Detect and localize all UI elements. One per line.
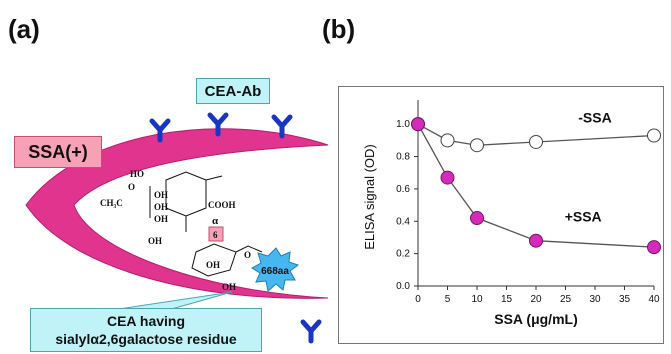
antibody-y-inverted-icon bbox=[300, 319, 322, 344]
y-tick-label: 0.6 bbox=[396, 184, 410, 195]
aa-label: 668aa bbox=[261, 266, 289, 277]
chem-oh3: OH bbox=[154, 214, 168, 224]
plus-ssa-point bbox=[440, 170, 455, 185]
series-label-plus-ssa: +SSA bbox=[565, 208, 602, 224]
cea-callout-box: CEA having sialylα2,6galactose residue bbox=[30, 308, 262, 352]
chem-ho: HO bbox=[130, 169, 144, 179]
panel-label-a: (a) bbox=[8, 14, 40, 44]
linkage-6-box bbox=[208, 226, 224, 242]
panel-label-b: (b) bbox=[322, 14, 356, 44]
alpha-label: α bbox=[212, 215, 219, 227]
chem-o-ring: O bbox=[244, 250, 251, 260]
x-tick-label: 15 bbox=[501, 294, 513, 305]
galactose-structure bbox=[191, 243, 263, 277]
chem-oh2: OH bbox=[154, 202, 168, 212]
elisa-chart: 0.0 0.2 0.4 0.6 0.8 1.0 0 5 10 15 20 25 30 35 40 SSA (μ… bbox=[362, 100, 661, 327]
y-axis-label: ELISA signal (OD) bbox=[362, 144, 377, 250]
x-axis-label: SSA (μg/mL) bbox=[494, 311, 578, 327]
x-tick-label: 10 bbox=[471, 294, 483, 305]
antibody-y-icon bbox=[207, 112, 229, 137]
x-tick-label: 0 bbox=[415, 294, 421, 305]
minus-ssa-point bbox=[529, 134, 543, 149]
linkage-6-label: 6 bbox=[213, 230, 218, 240]
x-tick-label: 20 bbox=[530, 294, 542, 305]
chart-frame bbox=[338, 86, 664, 344]
minus-ssa-point bbox=[470, 138, 484, 153]
y-tick-label: 0.0 bbox=[396, 281, 410, 292]
y-tick-label: 0.8 bbox=[396, 152, 410, 163]
diagram-panel: HO O CH₃C OH OH OH COOH OH 6 α OH OH O 6… bbox=[25, 112, 329, 344]
ssa-plus-label-box: SSA(+) bbox=[14, 136, 102, 168]
chem-oh1: OH bbox=[154, 190, 168, 200]
y-tick-label: 1.0 bbox=[396, 119, 410, 130]
x-tick-label: 5 bbox=[445, 294, 451, 305]
chem-oh-bot1: OH bbox=[206, 260, 220, 270]
minus-ssa-point bbox=[440, 133, 455, 148]
y-tick-label: 0.4 bbox=[396, 216, 410, 227]
plus-ssa-point bbox=[529, 233, 543, 248]
cea-callout-line1: CEA having bbox=[106, 313, 186, 329]
cell-surface-crescent bbox=[25, 128, 329, 299]
antibody-y-icon bbox=[149, 118, 171, 143]
sialic-acid-structure bbox=[149, 171, 223, 232]
series-label-minus-ssa: -SSA bbox=[578, 110, 611, 126]
antibody-y-icon bbox=[271, 114, 293, 139]
chem-o-top: O bbox=[128, 182, 135, 192]
x-tick-label: 40 bbox=[648, 294, 660, 305]
x-tick-label: 25 bbox=[560, 294, 572, 305]
chem-cooh: COOH bbox=[208, 200, 236, 210]
plus-ssa-point bbox=[470, 211, 484, 226]
plus-ssa-point bbox=[411, 117, 425, 132]
star-burst-icon bbox=[251, 247, 300, 292]
cea-callout-line2: sialylα2,6galactose residue bbox=[55, 331, 237, 347]
chem-oh-bot2: OH bbox=[222, 282, 236, 292]
chem-acetyl: CH₃C bbox=[100, 198, 123, 208]
y-tick-label: 0.2 bbox=[396, 249, 410, 260]
x-tick-label: 30 bbox=[589, 294, 601, 305]
cea-ab-label-box: CEA-Ab bbox=[196, 78, 270, 104]
minus-ssa-point bbox=[647, 128, 661, 143]
x-tick-label: 35 bbox=[619, 294, 631, 305]
chem-oh4: OH bbox=[148, 236, 162, 246]
plus-ssa-point bbox=[647, 240, 661, 255]
